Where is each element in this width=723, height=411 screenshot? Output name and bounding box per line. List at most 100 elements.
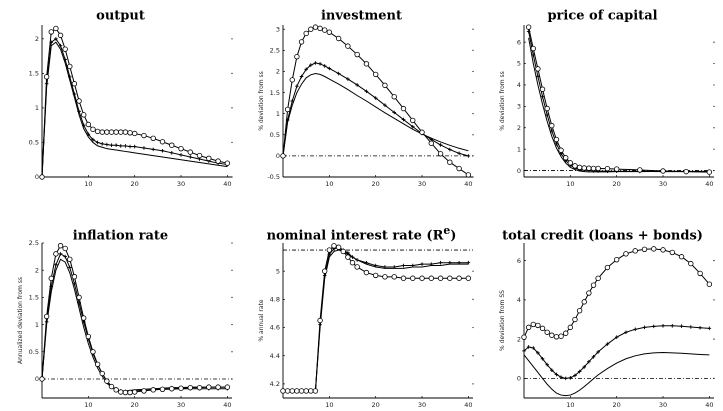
- data-point-circle: [632, 248, 638, 254]
- data-point-circle: [428, 275, 434, 281]
- y-tick-label: 4: [517, 81, 521, 89]
- frame-dot: [231, 269, 233, 271]
- data-point-plus: [383, 103, 387, 108]
- data-point-plus: [624, 330, 628, 335]
- y-tick-label: 0.5: [270, 131, 280, 139]
- data-point-circle: [215, 158, 221, 164]
- frame-dot: [472, 298, 474, 300]
- data-point-circle: [284, 388, 291, 394]
- data-point-circle: [99, 129, 105, 135]
- panel-title-output: output: [96, 8, 145, 24]
- data-point-circle: [62, 46, 68, 52]
- data-point-circle: [586, 165, 592, 171]
- y-tick-label: 0.5: [29, 348, 39, 356]
- y-axis-label: % deviation from SS: [499, 290, 506, 351]
- data-point-plus: [457, 151, 461, 156]
- frame-dot: [231, 242, 233, 244]
- y-tick-label: 0: [35, 173, 39, 181]
- data-point-circle: [224, 160, 231, 166]
- data-point-circle: [563, 155, 569, 161]
- data-point-circle: [363, 61, 370, 67]
- data-point-plus: [114, 143, 118, 148]
- x-tick-label: 40: [464, 180, 472, 188]
- data-point-plus: [438, 143, 443, 147]
- data-point-circle: [345, 43, 351, 49]
- x-tick-label: 20: [131, 180, 139, 188]
- chart-nominal-interest-rate: 10 20 30 40 4.2 4.4 4.6 4.8 5 % annual rate: [258, 243, 474, 409]
- x-tick-label: 30: [418, 180, 426, 188]
- data-point-circle: [660, 247, 666, 253]
- data-point-plus: [105, 142, 109, 147]
- frame-dot: [713, 127, 715, 129]
- data-point-plus: [72, 92, 77, 96]
- data-point-circle: [595, 275, 601, 282]
- data-point-plus: [151, 147, 156, 152]
- x-tick-label: 20: [613, 180, 621, 188]
- data-point-circle: [127, 130, 133, 136]
- data-point-circle: [159, 386, 166, 392]
- data-point-circle: [215, 384, 221, 390]
- data-point-circle: [53, 251, 59, 257]
- data-point-circle: [298, 39, 305, 45]
- data-point-circle: [530, 45, 536, 52]
- data-point-plus: [179, 153, 183, 157]
- data-point-plus: [401, 263, 406, 268]
- data-point-plus: [420, 262, 424, 266]
- y-tick-label: -0.5: [267, 173, 280, 181]
- y-axis-label: % annual rate: [258, 299, 265, 341]
- data-point-plus: [142, 146, 146, 150]
- data-point-circle: [372, 272, 379, 279]
- data-point-plus: [670, 323, 675, 328]
- data-point-circle: [326, 29, 333, 35]
- data-point-circle: [697, 270, 703, 277]
- data-point-circle: [141, 132, 147, 139]
- panel-title-nominal-interest-rate: nominal interest rate (Re): [266, 224, 457, 244]
- y-axis-label: % deviation from ss: [258, 71, 265, 131]
- data-point-circle: [122, 389, 129, 396]
- data-point-circle: [99, 370, 105, 377]
- data-point-circle: [613, 256, 620, 263]
- y-axis-label: Annualized deviation from ss: [17, 277, 24, 364]
- data-point-circle: [317, 25, 323, 32]
- data-point-circle: [419, 275, 425, 281]
- y-tick-label: 2: [276, 68, 280, 76]
- frame-dot: [231, 296, 233, 298]
- data-point-plus: [614, 335, 619, 339]
- data-point-plus: [68, 75, 72, 79]
- data-point-plus: [364, 89, 369, 94]
- data-point-circle: [335, 35, 342, 42]
- data-point-circle: [530, 321, 536, 328]
- data-point-plus: [540, 94, 545, 99]
- data-point-circle: [90, 126, 96, 133]
- data-point-circle: [67, 256, 73, 263]
- data-point-circle: [322, 268, 328, 274]
- data-point-plus: [355, 258, 359, 262]
- data-point-circle: [326, 247, 333, 253]
- data-point-circle: [94, 128, 101, 135]
- data-point-circle: [465, 275, 472, 281]
- data-point-plus: [350, 255, 355, 259]
- y-tick-label: 1.5: [29, 294, 39, 302]
- data-point-circle: [382, 82, 388, 89]
- y-tick-label: 2: [517, 335, 521, 343]
- data-point-circle: [539, 325, 546, 332]
- data-point-plus: [661, 323, 665, 328]
- data-point-plus: [526, 345, 531, 349]
- data-point-circle: [178, 145, 184, 152]
- y-tick-label: 2.5: [270, 47, 280, 55]
- data-point-plus: [63, 57, 67, 62]
- data-point-plus: [313, 61, 318, 65]
- data-point-circle: [118, 389, 124, 395]
- data-point-circle: [372, 71, 379, 78]
- x-tick-label: 40: [705, 401, 713, 409]
- data-point-plus: [346, 251, 350, 255]
- frame-dot: [713, 62, 715, 65]
- y-tick-label: 2: [35, 35, 39, 43]
- data-point-circle: [354, 264, 360, 270]
- y-tick-label: 4.4: [270, 352, 280, 360]
- series-line: [528, 31, 710, 173]
- data-point-circle: [39, 376, 45, 382]
- data-point-circle: [437, 151, 444, 157]
- frame-dot: [472, 49, 474, 51]
- data-point-circle: [289, 77, 295, 83]
